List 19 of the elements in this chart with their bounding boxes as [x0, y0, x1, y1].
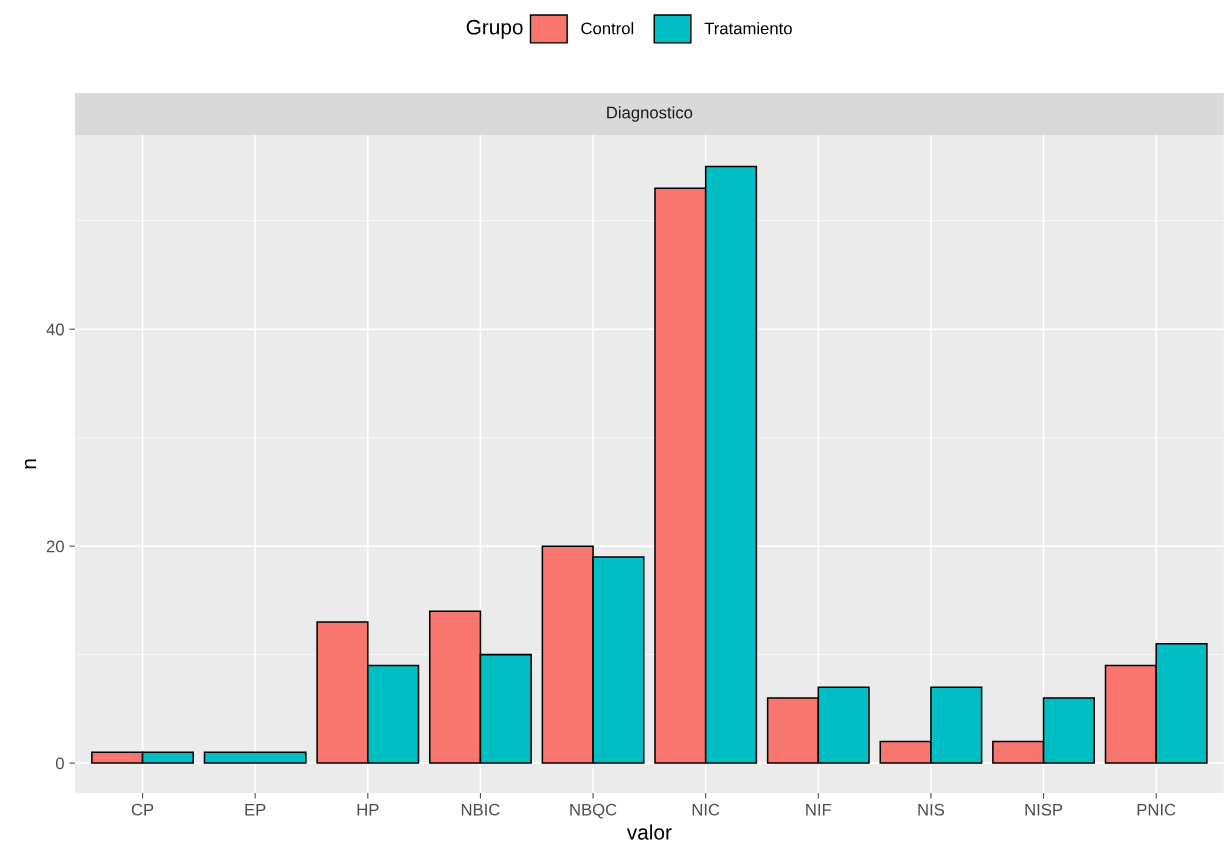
x-axis-title: valor: [626, 824, 672, 840]
y-tick-label: 20: [46, 540, 64, 553]
x-tick-label: EP: [245, 803, 266, 816]
x-tick-label: PNIC: [1137, 803, 1176, 816]
x-tick-label: NBQC: [570, 803, 617, 819]
legend-label: Control: [581, 22, 634, 35]
x-tick-label: NIC: [692, 803, 720, 816]
x-tick-label: NIF: [806, 803, 832, 816]
x-tick-label: HP: [357, 803, 379, 816]
y-tick-label: 0: [55, 757, 64, 770]
x-tick-label: NISP: [1025, 803, 1063, 816]
y-axis-title: n: [24, 459, 37, 469]
legend-label: Tratamiento: [704, 22, 792, 35]
y-tick-label: 40: [46, 323, 64, 336]
legend-title: Grupo: [466, 19, 523, 39]
x-tick-label: NIS: [918, 803, 945, 816]
x-tick-label: NBIC: [461, 803, 500, 816]
x-tick-label: CP: [131, 803, 154, 816]
chart-title: Diagnostico: [607, 106, 693, 122]
